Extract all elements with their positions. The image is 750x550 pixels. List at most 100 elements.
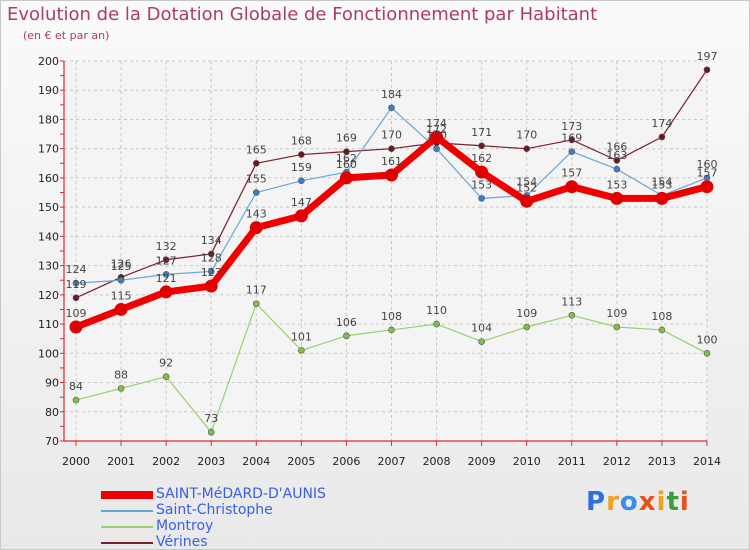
data-point xyxy=(568,312,576,319)
data-point xyxy=(252,300,260,307)
data-label: 155 xyxy=(246,173,267,186)
data-label: 92 xyxy=(159,357,173,370)
data-label: 197 xyxy=(697,50,718,63)
data-label: 134 xyxy=(201,234,222,247)
y-tick-label: 100 xyxy=(38,347,59,360)
x-tick-label: 2001 xyxy=(107,455,135,468)
data-point xyxy=(523,323,531,331)
x-tick-label: 2008 xyxy=(423,455,451,468)
x-tick-label: 2003 xyxy=(197,455,225,468)
data-point xyxy=(388,104,395,112)
data-label: 170 xyxy=(516,129,537,142)
legend-swatch xyxy=(101,491,153,499)
data-label: 184 xyxy=(381,88,402,101)
data-point xyxy=(655,191,669,205)
data-point xyxy=(385,168,398,182)
data-point xyxy=(475,165,489,179)
data-label: 169 xyxy=(336,132,357,145)
y-tick-label: 170 xyxy=(38,143,59,156)
x-tick-label: 2012 xyxy=(603,455,631,468)
x-tick-label: 2005 xyxy=(287,455,315,468)
data-point xyxy=(478,195,485,202)
data-label: 157 xyxy=(697,167,718,180)
y-tick-label: 80 xyxy=(45,406,59,419)
x-tick-label: 2007 xyxy=(378,455,406,468)
data-label: 110 xyxy=(426,304,447,317)
y-tick-label: 110 xyxy=(38,318,59,331)
data-label: 154 xyxy=(651,175,672,188)
data-point xyxy=(72,396,80,404)
data-label: 132 xyxy=(156,240,177,253)
data-point xyxy=(298,177,305,185)
data-point xyxy=(703,66,711,74)
y-tick-label: 70 xyxy=(45,435,59,448)
data-point xyxy=(388,326,395,334)
data-label: 172 xyxy=(426,123,447,136)
x-tick-label: 2009 xyxy=(468,455,496,468)
legend-label: Montroy xyxy=(156,518,214,534)
data-label: 174 xyxy=(651,117,672,130)
data-point xyxy=(298,151,305,158)
data-point xyxy=(207,250,215,258)
data-point xyxy=(252,189,260,196)
proxiti-logo: Proxiti xyxy=(586,487,690,517)
y-tick-label: 130 xyxy=(38,260,59,273)
logo-letter: x xyxy=(638,487,657,517)
legend-label: Saint-Christophe xyxy=(156,502,273,518)
data-label: 104 xyxy=(471,322,492,335)
data-point xyxy=(72,294,80,302)
data-label: 123 xyxy=(201,266,222,279)
x-tick-label: 2011 xyxy=(558,455,586,468)
x-tick-label: 2000 xyxy=(62,455,90,468)
data-point xyxy=(343,148,350,155)
data-point xyxy=(343,332,350,340)
x-tick-label: 2006 xyxy=(332,455,360,468)
data-point xyxy=(72,279,80,287)
data-point xyxy=(252,160,260,167)
logo-letter: r xyxy=(606,487,620,517)
data-point xyxy=(433,145,440,152)
data-label: 152 xyxy=(516,181,537,194)
legend-swatch xyxy=(101,526,153,528)
logo-letter: i xyxy=(679,487,690,517)
data-label: 108 xyxy=(651,310,672,323)
data-label: 171 xyxy=(471,126,492,139)
data-point xyxy=(117,385,125,392)
logo-letter: i xyxy=(656,487,667,517)
data-label: 174 xyxy=(426,117,447,130)
data-label: 73 xyxy=(204,412,218,425)
data-label: 106 xyxy=(336,316,357,329)
y-tick-label: 200 xyxy=(38,55,59,68)
data-point xyxy=(613,157,621,164)
y-tick-label: 190 xyxy=(38,84,59,97)
data-label: 160 xyxy=(697,158,718,171)
legend-swatch xyxy=(101,510,153,512)
y-tick-label: 140 xyxy=(38,230,59,243)
data-label: 154 xyxy=(516,175,537,188)
data-label: 101 xyxy=(291,330,312,343)
y-tick-label: 180 xyxy=(38,113,59,126)
data-label: 100 xyxy=(697,333,718,346)
data-point xyxy=(478,142,485,150)
data-point xyxy=(565,180,579,194)
data-label: 169 xyxy=(561,132,582,145)
data-label: 162 xyxy=(471,152,492,165)
legend-swatch xyxy=(101,542,153,544)
data-label: 170 xyxy=(381,129,402,142)
y-tick-label: 150 xyxy=(38,201,59,214)
data-label: 153 xyxy=(606,178,627,191)
data-point xyxy=(568,148,576,155)
data-point xyxy=(159,285,173,299)
data-label: 115 xyxy=(111,289,132,302)
legend-label: SAINT-MéDARD-D'AUNIS xyxy=(156,486,326,502)
plot-area xyxy=(64,61,707,441)
data-point xyxy=(478,338,485,345)
data-label: 147 xyxy=(291,196,312,209)
logo-letter: t xyxy=(666,487,680,517)
data-label: 166 xyxy=(606,140,627,153)
data-label: 127 xyxy=(156,254,177,267)
x-tick-label: 2013 xyxy=(648,455,676,468)
data-point xyxy=(430,130,444,144)
